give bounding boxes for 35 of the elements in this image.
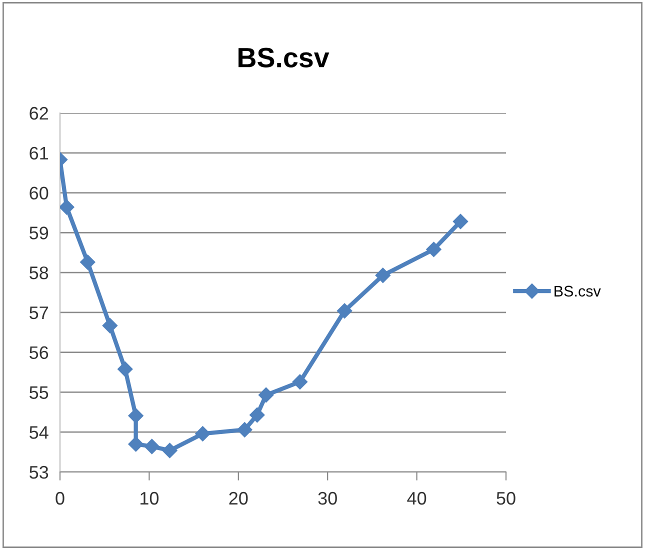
y-tick-label: 59 [30, 226, 48, 240]
y-tick-label: 58 [30, 266, 48, 280]
point [80, 254, 96, 270]
y-tick-label: 61 [30, 146, 48, 160]
point [237, 422, 252, 438]
x-tick-label: 0 [56, 492, 64, 505]
point [250, 407, 265, 423]
y-tick-label: 55 [30, 386, 48, 399]
point [195, 426, 210, 442]
y-tick-label: 60 [30, 186, 48, 200]
point [452, 214, 468, 230]
y-tick-label: 53 [30, 466, 48, 479]
chart-title: BS.csv [238, 48, 330, 68]
point [128, 436, 144, 452]
y-tick-label: 54 [30, 426, 48, 439]
point [336, 303, 352, 318]
x-tick-label: 30 [318, 492, 337, 505]
x-tick-label: 20 [229, 492, 248, 505]
y-tick-label: 62 [30, 106, 48, 120]
x-tick-label: 10 [140, 492, 159, 505]
point [258, 387, 274, 403]
point [162, 442, 178, 458]
x-tick-label: 50 [496, 492, 516, 505]
point [426, 242, 442, 257]
point [144, 438, 160, 454]
point [102, 318, 118, 334]
x-tick-label: 40 [407, 492, 426, 505]
point [118, 362, 133, 377]
y-tick-label: 57 [30, 306, 48, 320]
point [292, 374, 308, 390]
point [375, 268, 390, 283]
point [128, 408, 144, 424]
y-tick-label: 56 [30, 346, 48, 360]
point [60, 200, 74, 215]
legend-label: BS.csv [554, 286, 601, 297]
